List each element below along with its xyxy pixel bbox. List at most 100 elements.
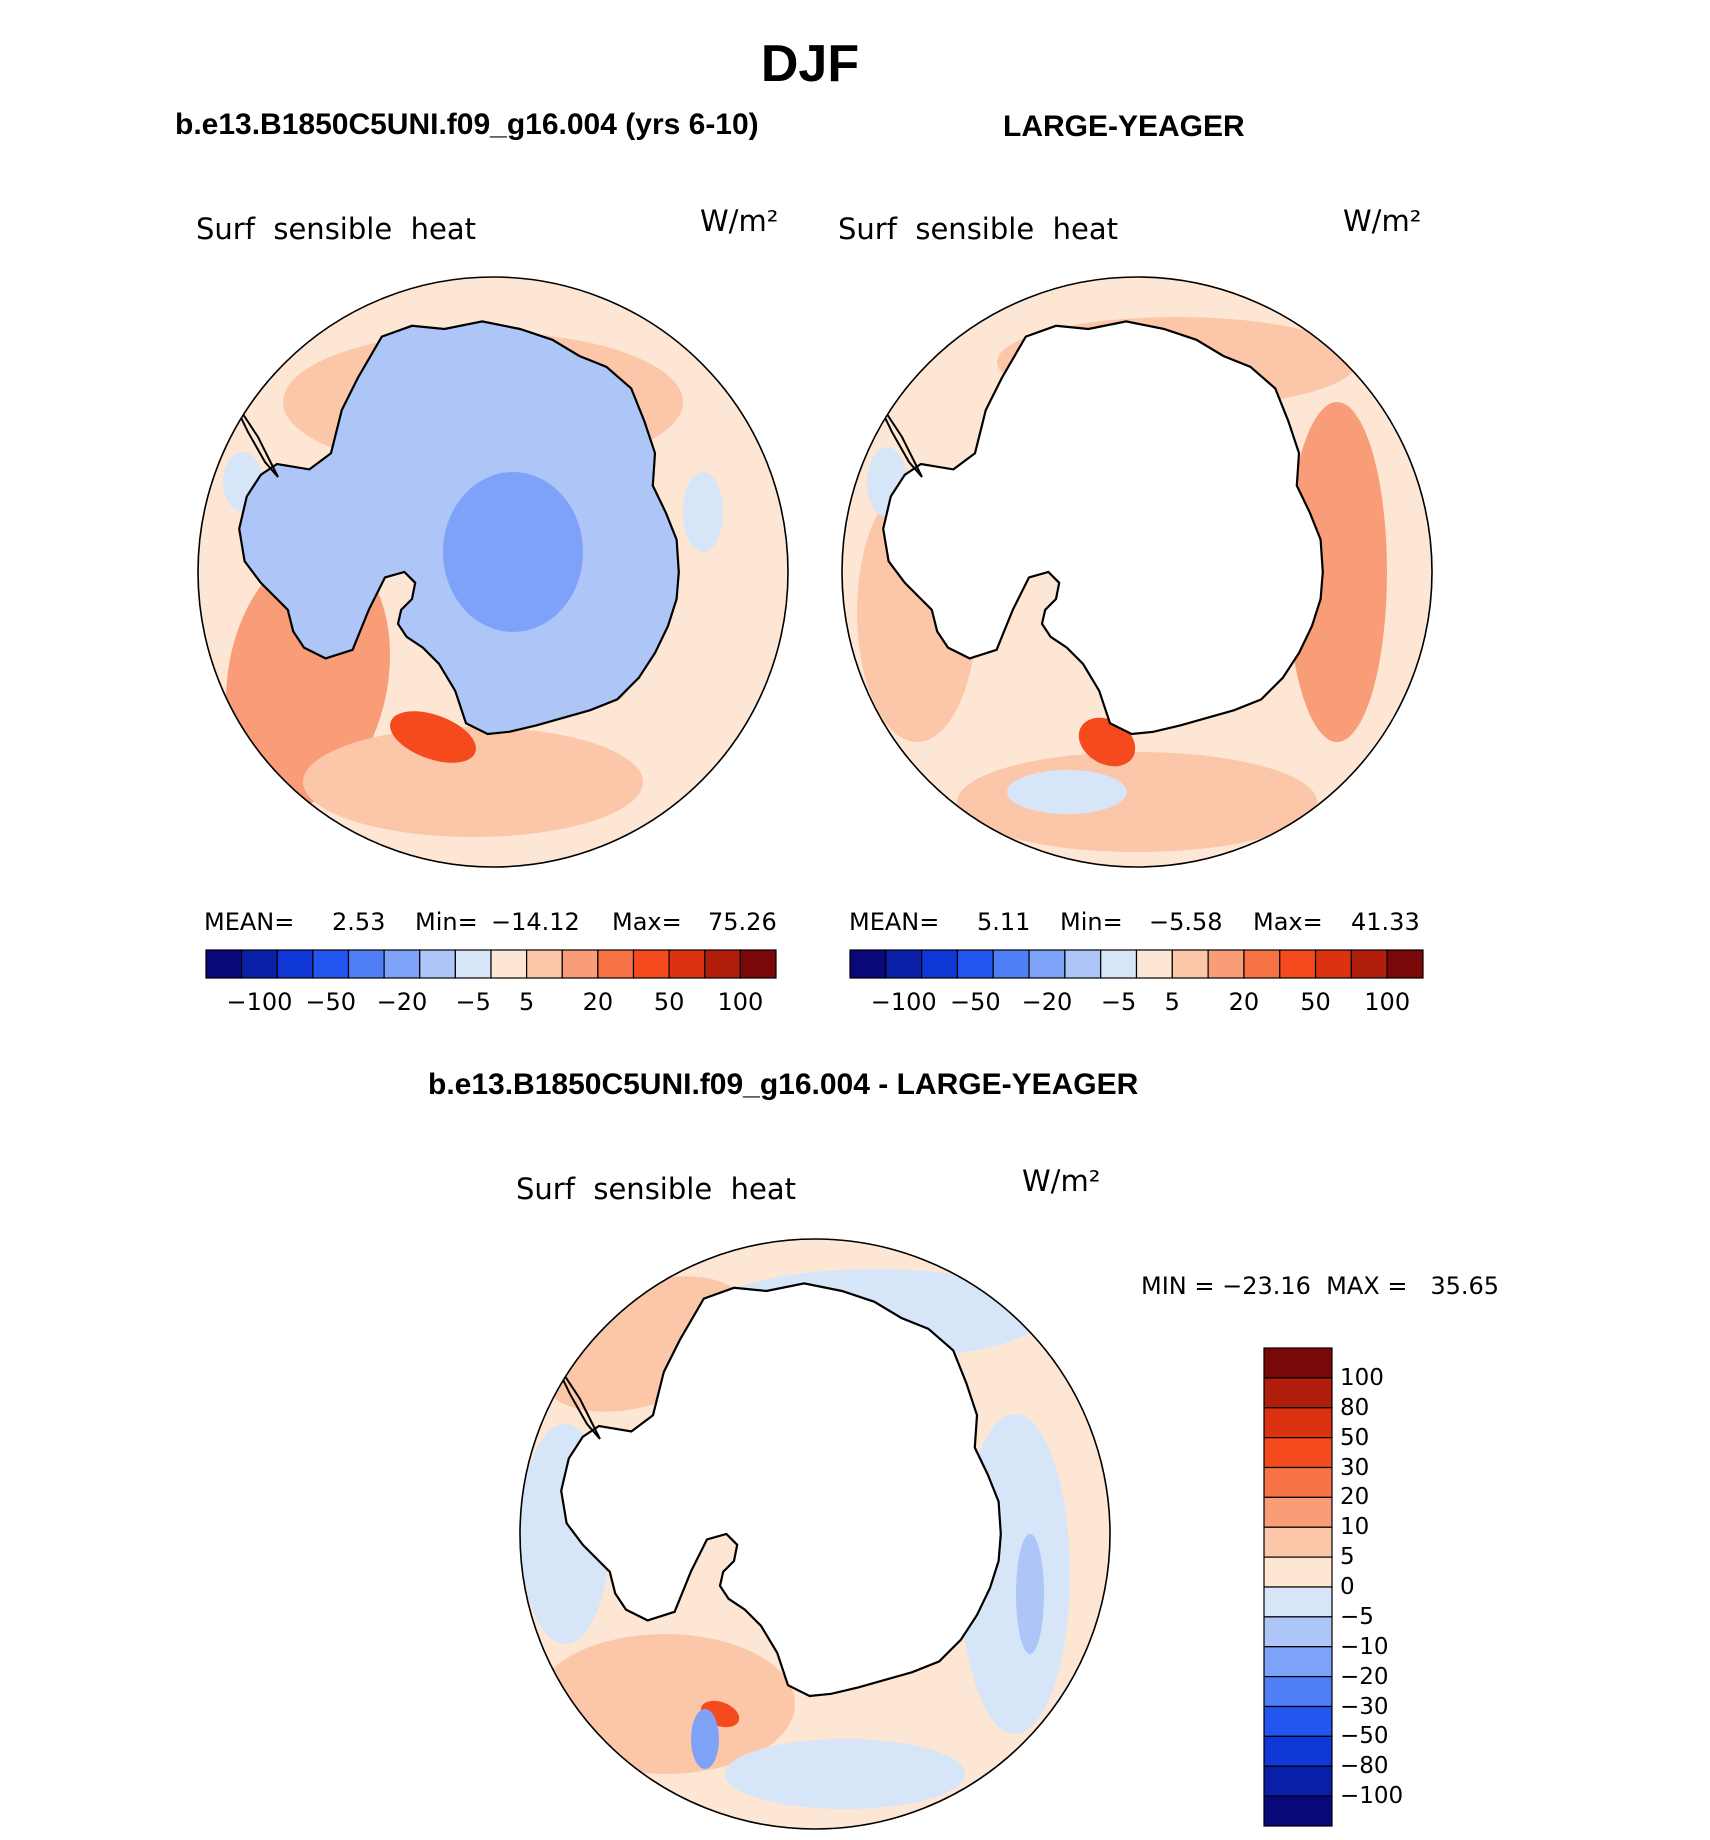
- diff-colorbar-tick-label: 20: [1340, 1484, 1370, 1511]
- panel2-cold-patch-south: [1007, 770, 1127, 814]
- diff-colorbar-swatch: [1263, 1705, 1333, 1737]
- panel2-min-value: −5.58: [1149, 908, 1223, 936]
- panel1-colorbar-swatch: [561, 949, 599, 979]
- diff-colorbar-swatch: [1263, 1347, 1333, 1379]
- panel2-colorbar-swatch: [1028, 949, 1066, 979]
- panel1-colorbar-swatch: [241, 949, 278, 979]
- diff-antarctica: [560, 1282, 1002, 1698]
- diff-colorbar-tick-label: −10: [1340, 1633, 1389, 1660]
- panel2-colorbar-swatch: [1279, 949, 1317, 979]
- panel1-colorbar-tick-label: 100: [717, 988, 764, 1016]
- diff-colorbar: [1263, 1347, 1333, 1827]
- panel2-colorbar-tick-label: −20: [1021, 988, 1073, 1016]
- diff-colorbar-tick-label: 5: [1340, 1544, 1355, 1571]
- panel1-heading: b.e13.B1850C5UNI.f09_g16.004 (yrs 6-10): [175, 108, 759, 141]
- panel1-colorbar-tick-label: −100: [226, 988, 293, 1016]
- panel2-colorbar-swatch: [1064, 949, 1102, 979]
- diff-colorbar-swatch: [1263, 1556, 1333, 1588]
- diff-colorbar-tick-label: −30: [1340, 1693, 1389, 1720]
- panel2-colorbar-swatch: [992, 949, 1030, 979]
- diff-map: [519, 1238, 1111, 1830]
- diff-colorbar-tick-label: −5: [1340, 1603, 1374, 1630]
- diff-colorbar-swatch: [1263, 1496, 1333, 1528]
- panel2-map-border: [841, 276, 1433, 868]
- panel2-colorbar-swatch: [1100, 949, 1138, 979]
- diff-colorbar-swatch: [1263, 1437, 1333, 1469]
- panel1-units-label: W/m²: [700, 204, 779, 238]
- diff-colorbar-tick-label: 100: [1340, 1364, 1384, 1391]
- diff-colorbar-swatch: [1263, 1466, 1333, 1498]
- diff-colorbar-swatch: [1263, 1765, 1333, 1797]
- panel1-warm-band-south: [303, 727, 643, 837]
- panel2-colorbar-tick-label: 100: [1364, 988, 1411, 1016]
- panel1-mean-label: MEAN=: [204, 908, 295, 936]
- panel2-mean-label: MEAN=: [849, 908, 940, 936]
- panel2-colorbar-tick-label: 5: [1164, 988, 1180, 1016]
- diff-colorbar-swatch: [1263, 1646, 1333, 1678]
- diff-heading: b.e13.B1850C5UNI.f09_g16.004 - LARGE-YEA…: [428, 1068, 1139, 1101]
- panel1-colorbar-swatch: [490, 949, 528, 979]
- panel2-colorbar-swatch: [921, 949, 959, 979]
- panel1-colorbar-tick-label: 50: [653, 988, 685, 1016]
- diff-colorbar-swatch: [1263, 1795, 1333, 1827]
- panel2-colorbar-swatch: [1171, 949, 1209, 979]
- panel2-mean-value: 5.11: [977, 908, 1031, 936]
- panel2-field-label: Surf sensible heat: [838, 212, 1118, 246]
- panel1-colorbar-swatch: [739, 949, 777, 979]
- panel2-colorbar: [849, 949, 1424, 979]
- panel2-map: [841, 276, 1433, 868]
- panel2-colorbar-swatch: [956, 949, 994, 979]
- panel1-colorbar-tick-label: −5: [455, 988, 491, 1016]
- panel2-colorbar-swatch: [1135, 949, 1173, 979]
- panel2-colorbar-tick-label: 50: [1300, 988, 1331, 1016]
- panel1-field-label: Surf sensible heat: [196, 212, 476, 246]
- panel2-warm-band-south: [957, 752, 1317, 852]
- diff-colorbar-swatch: [1263, 1586, 1333, 1618]
- diff-colorbar-tick-label: 0: [1340, 1574, 1355, 1600]
- diff-minmax: MIN = −23.16 MAX = 35.65: [1141, 1272, 1500, 1300]
- panel2-colorbar-tick-label: 20: [1228, 988, 1260, 1016]
- panel1-mean-value: 2.53: [332, 908, 386, 936]
- diff-colorbar-tick-label: −50: [1340, 1723, 1389, 1750]
- panel1-colorbar-swatch: [597, 949, 635, 979]
- diff-colorbar-tick-label: −80: [1340, 1753, 1389, 1780]
- panel1-colorbar-swatch: [276, 949, 314, 979]
- panel2-colorbar-swatch: [1350, 949, 1388, 979]
- panel2-colorbar-swatch: [1386, 949, 1424, 979]
- diff-field-label: Surf sensible heat: [516, 1172, 796, 1206]
- panel1-colorbar-tick-label: 20: [582, 988, 614, 1016]
- diff-colorbar-tick-label: 50: [1340, 1424, 1370, 1451]
- diff-units-label: W/m²: [1022, 1164, 1101, 1198]
- panel1-colorbar: [205, 949, 777, 979]
- panel1-colorbar-swatch: [454, 949, 492, 979]
- panel1-colorbar-swatch: [526, 949, 563, 979]
- panel1-colorbar-swatch: [205, 949, 243, 979]
- panel1-max-label: Max=: [612, 908, 682, 936]
- panel2-colorbar-swatch: [1243, 949, 1281, 979]
- diff-colorbar-swatch: [1263, 1676, 1333, 1708]
- panel1-colorbar-swatch: [347, 949, 385, 979]
- panel1-min-label: Min=: [415, 908, 478, 936]
- panel1-colorbar-tick-label: −20: [376, 988, 428, 1016]
- diff-colorbar-swatch: [1263, 1407, 1333, 1439]
- panel1-map-border: [197, 276, 789, 868]
- diff-colorbar-swatch: [1263, 1377, 1333, 1409]
- diff-colorbar-swatch: [1263, 1526, 1333, 1558]
- panel1-colorbar-swatch: [704, 949, 741, 979]
- panel2-colorbar-tick-label: −5: [1100, 988, 1137, 1016]
- diff-colorbar-swatch: [1263, 1616, 1333, 1648]
- diff-colorbar-swatch: [1263, 1735, 1333, 1767]
- panel1-colorbar-swatch: [419, 949, 456, 979]
- diff-map-border: [519, 1238, 1111, 1830]
- panel2-colorbar-tick-label: −50: [950, 988, 1001, 1016]
- panel2-max-value: 41.33: [1351, 908, 1420, 936]
- diff-colorbar-tick-label: −20: [1340, 1663, 1389, 1690]
- panel1-max-value: 75.26: [708, 908, 777, 936]
- panel1-map: [197, 276, 789, 868]
- panel2-max-label: Max=: [1253, 908, 1323, 936]
- panel2-colorbar-tick-label: −100: [870, 988, 937, 1016]
- panel2-colorbar-swatch: [1314, 949, 1352, 979]
- diff-colorbar-tick-label: 30: [1340, 1454, 1370, 1481]
- panel1-cold-patch-east: [683, 472, 723, 552]
